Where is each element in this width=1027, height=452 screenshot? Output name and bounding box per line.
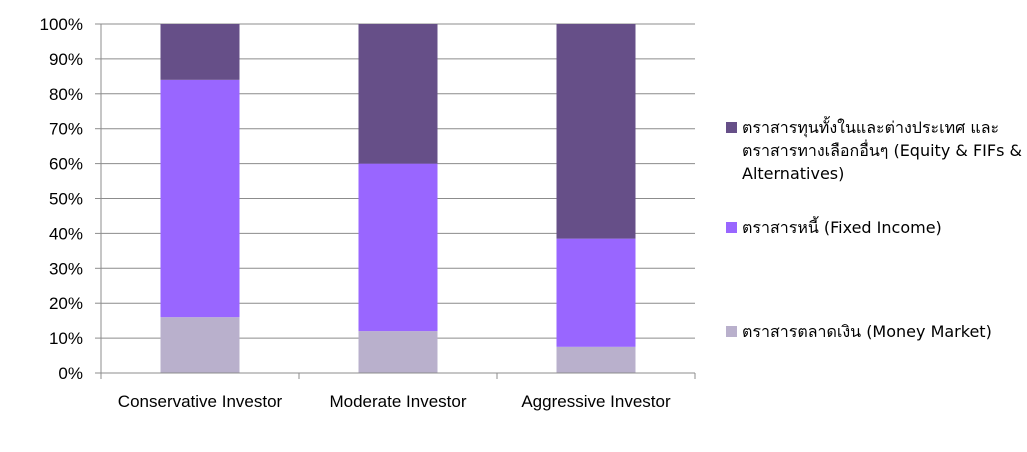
y-tick-label: 10% xyxy=(49,329,83,348)
bar-segment xyxy=(358,24,438,164)
legend-swatch-equity xyxy=(726,122,737,133)
bar-segment xyxy=(358,331,438,373)
y-tick-label: 80% xyxy=(49,85,83,104)
legend-swatch-money-market xyxy=(726,326,737,337)
y-tick-label: 50% xyxy=(49,190,83,209)
y-tick-label: 0% xyxy=(58,364,83,383)
y-tick-label: 70% xyxy=(49,120,83,139)
bar-series xyxy=(160,24,636,373)
y-tick-label: 20% xyxy=(49,294,83,313)
legend-label-equity: ตราสารทุนทั้งในและต่างประเทศ และตราสารทา… xyxy=(742,118,1022,183)
y-axis-tick-labels: 0% 10% 20% 30% 40% 50% 60% 70% 80% 90% 100% xyxy=(40,15,83,383)
bar-segment xyxy=(556,238,636,347)
y-tick-label: 60% xyxy=(49,155,83,174)
y-tick-label: 100% xyxy=(40,15,83,34)
bar-segment xyxy=(160,24,240,80)
x-axis-category-labels: Conservative Investor Moderate Investor Ag… xyxy=(118,392,671,411)
x-category-label: Aggressive Investor xyxy=(521,392,671,411)
bar-segment xyxy=(160,79,240,318)
y-tick-label: 30% xyxy=(49,259,83,278)
y-tick-label: 90% xyxy=(49,50,83,69)
legend-label-fixed-income: ตราสารหนี้ (Fixed Income) xyxy=(742,218,942,237)
bar-segment xyxy=(556,346,636,373)
legend-swatch-fixed-income xyxy=(726,222,737,233)
x-category-label: Conservative Investor xyxy=(118,392,283,411)
y-tick-label: 40% xyxy=(49,224,83,243)
bar-segment xyxy=(556,24,636,239)
bar-segment xyxy=(358,163,438,332)
axes xyxy=(100,24,696,379)
x-category-label: Moderate Investor xyxy=(329,392,466,411)
legend-label-money-market: ตราสารตลาดเงิน (Money Market) xyxy=(742,322,992,341)
bar-segment xyxy=(160,317,240,373)
